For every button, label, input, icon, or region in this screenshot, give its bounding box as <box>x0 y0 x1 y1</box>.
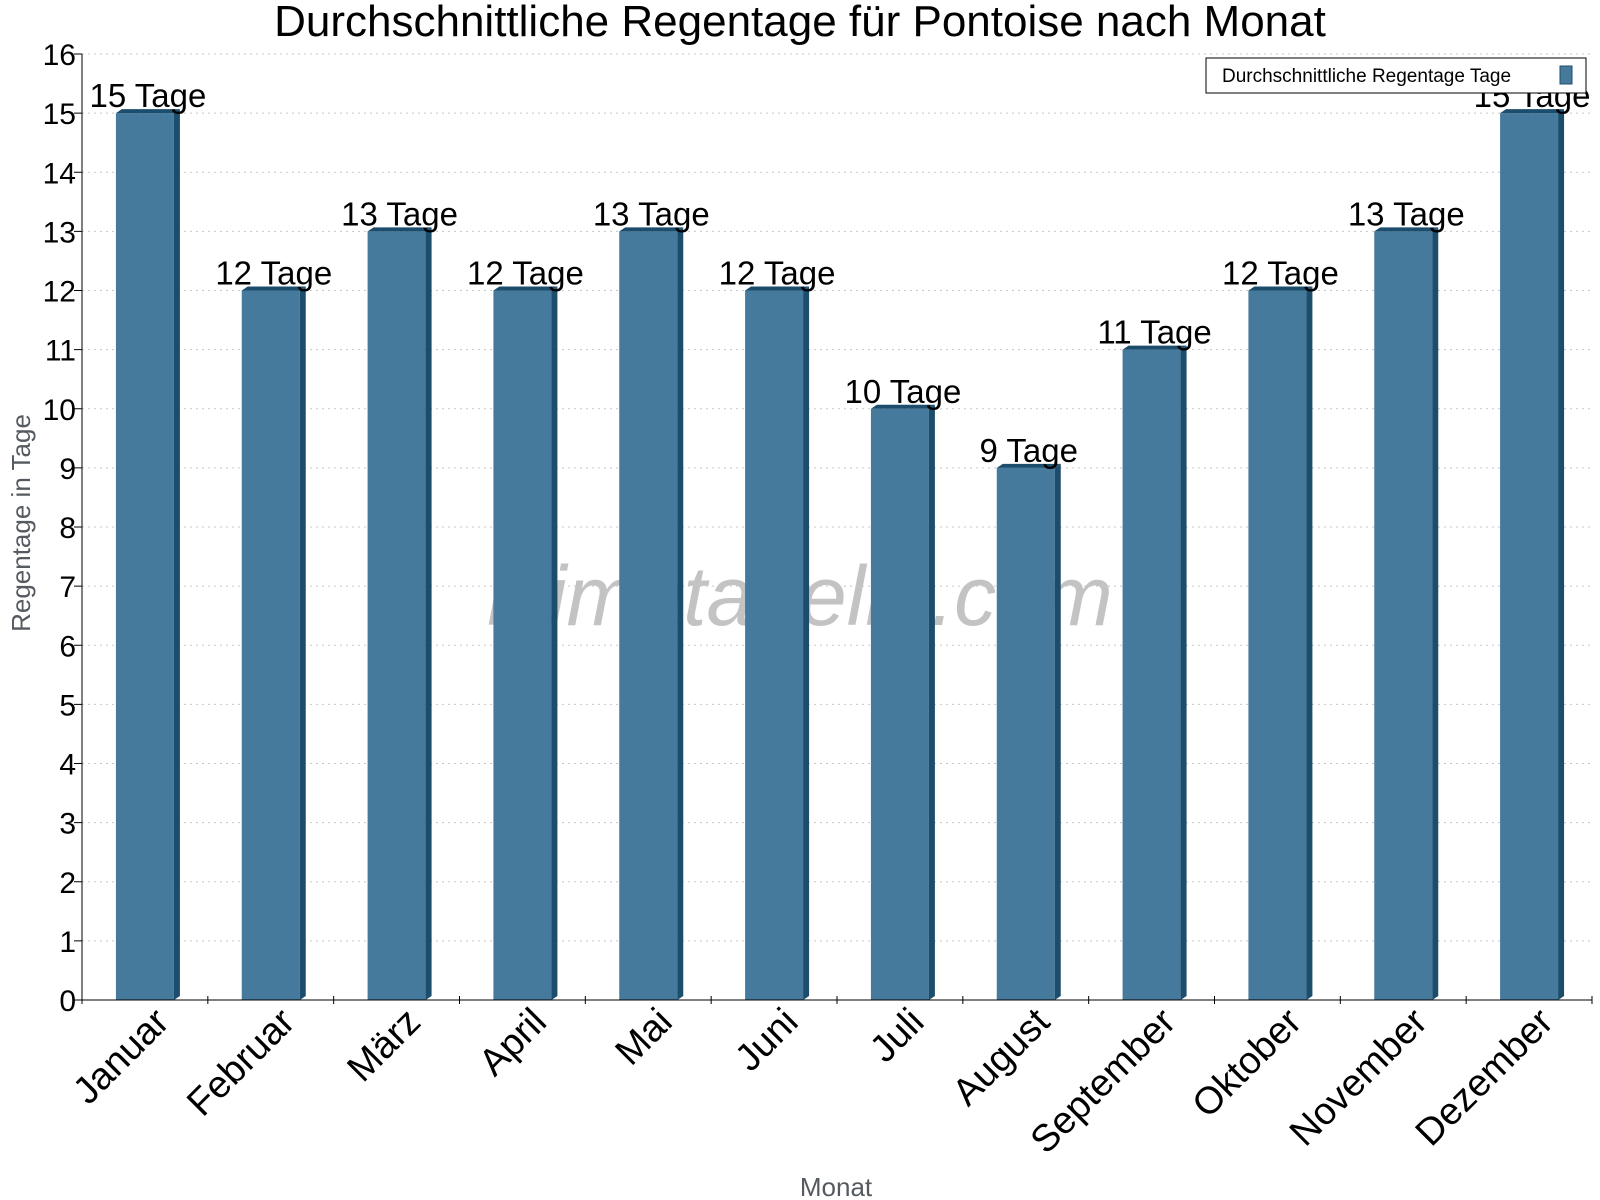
bar <box>115 113 174 1000</box>
bar <box>1122 349 1181 1000</box>
data-label: 12 Tage <box>215 255 332 292</box>
y-tick-label: 4 <box>59 749 76 782</box>
data-label: 13 Tage <box>593 195 710 232</box>
x-tick-label: April <box>471 1001 554 1084</box>
bar-top <box>241 286 306 291</box>
bar-side <box>1054 463 1061 1000</box>
bar <box>367 231 426 1000</box>
bar-top <box>745 286 810 291</box>
y-tick-label: 2 <box>59 867 76 900</box>
bar-side <box>299 286 306 1000</box>
bar-top <box>619 227 684 232</box>
x-axis-title: Monat <box>800 1172 873 1200</box>
data-label: 12 Tage <box>1222 255 1339 292</box>
x-tick-label: März <box>340 1001 429 1090</box>
legend-box <box>1205 57 1587 94</box>
y-axis-title: Regentage in Tage <box>6 414 36 632</box>
bar-top <box>870 404 935 409</box>
bar-top <box>1248 286 1313 291</box>
data-label: 11 Tage <box>1097 314 1211 351</box>
y-tick-label: 16 <box>43 39 76 72</box>
bar-top <box>996 463 1061 468</box>
bar-side <box>1558 109 1565 1000</box>
bar <box>996 467 1055 1000</box>
bar <box>493 290 552 1000</box>
bar <box>745 290 804 1000</box>
x-tick-label: Juli <box>862 1001 932 1071</box>
x-tick-label: Dezember <box>1408 1000 1562 1154</box>
bar-top <box>367 227 432 232</box>
y-tick-label: 5 <box>59 689 76 722</box>
bar-top <box>115 109 180 114</box>
bar-side <box>1180 345 1187 1000</box>
bar-side <box>425 227 432 1000</box>
y-tick-label: 15 <box>43 98 76 131</box>
bar-side <box>1306 286 1313 1000</box>
data-label: 13 Tage <box>341 195 458 232</box>
bar-side <box>1432 227 1439 1000</box>
x-tick-label: Februar <box>179 1000 303 1124</box>
bar-side <box>928 404 935 1000</box>
legend: Durchschnittliche Regentage Tage <box>1205 57 1587 94</box>
y-tick-label: 9 <box>59 453 76 486</box>
y-tick-label: 1 <box>59 926 76 959</box>
x-tick-label: Juni <box>727 1001 806 1080</box>
bar <box>870 408 929 1000</box>
data-label: 9 Tage <box>980 432 1078 469</box>
x-tick-label: Oktober <box>1185 1000 1311 1126</box>
y-tick-label: 8 <box>59 512 76 545</box>
legend-label: Durchschnittliche Regentage Tage <box>1222 66 1511 87</box>
bar <box>1500 113 1559 1000</box>
bar-side <box>551 286 558 1000</box>
bar <box>1248 290 1307 1000</box>
bar-side <box>677 227 684 1000</box>
bar-top <box>1122 345 1187 350</box>
bar-top <box>493 286 558 291</box>
bar <box>619 231 678 1000</box>
data-label: 12 Tage <box>719 255 836 292</box>
y-tick-label: 14 <box>43 157 76 190</box>
y-tick-label: 11 <box>45 335 76 368</box>
y-tick-label: 0 <box>59 985 76 1018</box>
bar-top <box>1500 109 1565 114</box>
y-tick-label: 3 <box>59 808 76 841</box>
y-tick-label: 12 <box>43 276 76 309</box>
legend-swatch <box>1559 65 1573 85</box>
x-tick-label: August <box>945 1000 1059 1114</box>
data-label: 13 Tage <box>1348 195 1465 232</box>
bar-side <box>803 286 810 1000</box>
x-tick-labels: Januar Februar März April Mai Juni Juli AugustS… <box>65 1000 1561 1161</box>
x-tick-label: November <box>1282 1000 1436 1154</box>
y-tick-label: 13 <box>43 216 76 249</box>
data-label: 10 Tage <box>844 373 961 410</box>
gridlines <box>82 53 1592 942</box>
bar-top <box>1374 227 1439 232</box>
y-tick-label: 10 <box>43 394 76 427</box>
bars <box>115 109 1565 1000</box>
data-label: 15 Tage <box>89 77 206 114</box>
bar <box>241 290 300 1000</box>
axes <box>74 53 1593 1004</box>
chart-title: Durchschnittliche Regentage für Pontoise… <box>274 0 1326 46</box>
data-label: 12 Tage <box>467 255 584 292</box>
x-tick-label: Mai <box>608 1001 681 1074</box>
x-tick-label: Januar <box>65 1000 177 1112</box>
y-tick-label: 7 <box>59 571 76 604</box>
bar <box>1374 231 1433 1000</box>
y-tick-label: 6 <box>59 630 76 663</box>
bar-side <box>173 109 180 1000</box>
